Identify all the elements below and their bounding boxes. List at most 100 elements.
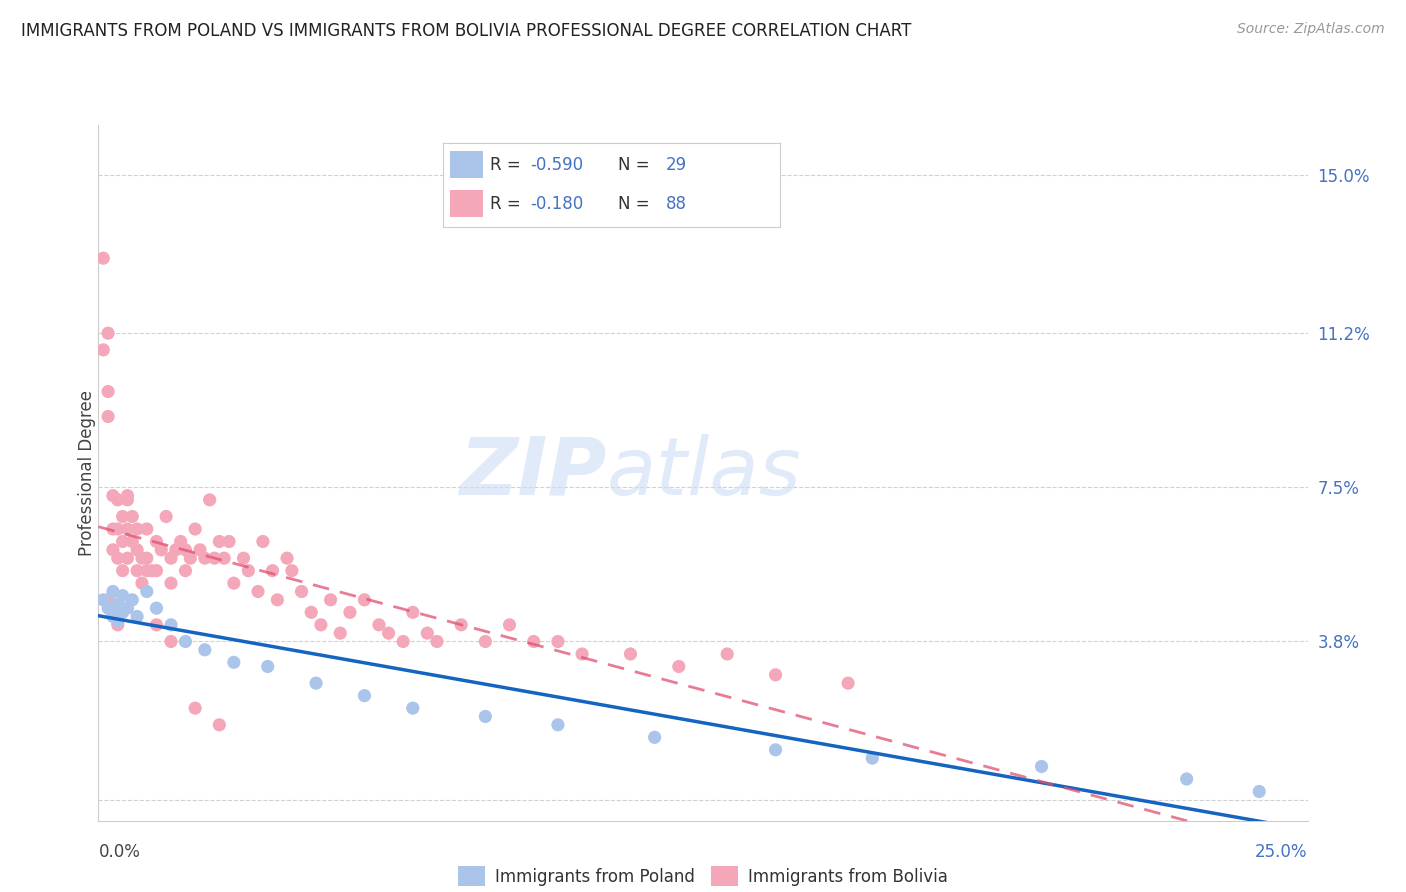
Point: [212, 551, 235, 566]
Point: [392, 634, 415, 648]
Text: 0.0%: 0.0%: [98, 843, 141, 861]
Point: [97, 326, 120, 341]
Point: [107, 492, 129, 507]
Point: [547, 634, 569, 648]
Text: R =: R =: [491, 194, 526, 212]
Point: [1249, 784, 1271, 798]
Point: [145, 617, 167, 632]
Point: [222, 576, 245, 591]
Point: [523, 634, 546, 648]
Point: [402, 605, 425, 619]
Text: ZIP: ZIP: [458, 434, 606, 512]
Point: [247, 584, 270, 599]
Point: [107, 522, 129, 536]
Point: [309, 617, 332, 632]
Point: [91, 592, 114, 607]
Point: [127, 609, 149, 624]
Point: [765, 668, 787, 682]
Point: [101, 584, 124, 599]
Point: [238, 564, 260, 578]
Point: [160, 576, 183, 591]
Text: 25.0%: 25.0%: [1256, 843, 1308, 861]
Point: [1175, 772, 1198, 786]
Point: [127, 522, 149, 536]
Point: [91, 251, 114, 265]
Point: [547, 718, 569, 732]
Point: [135, 564, 157, 578]
Point: [860, 751, 883, 765]
Point: [194, 551, 217, 566]
Point: [402, 701, 425, 715]
Point: [121, 509, 143, 524]
Point: [644, 731, 666, 745]
Point: [135, 551, 157, 566]
Point: [204, 551, 226, 566]
Text: -0.180: -0.180: [530, 194, 583, 212]
Point: [97, 384, 120, 399]
Point: [368, 617, 391, 632]
Point: [266, 592, 288, 607]
Point: [218, 534, 240, 549]
Point: [101, 605, 124, 619]
Point: [97, 409, 120, 424]
Point: [184, 522, 207, 536]
Point: [117, 551, 139, 566]
Point: [290, 584, 312, 599]
Point: [117, 601, 139, 615]
Point: [498, 617, 520, 632]
Bar: [450, 152, 484, 178]
Point: [121, 534, 143, 549]
Point: [188, 542, 211, 557]
Point: [145, 534, 167, 549]
Point: [127, 542, 149, 557]
Point: [160, 551, 183, 566]
Y-axis label: Professional Degree: Professional Degree: [79, 390, 96, 556]
Text: N =: N =: [619, 156, 655, 174]
Point: [198, 492, 221, 507]
Point: [145, 564, 167, 578]
Point: [426, 634, 449, 648]
Text: atlas: atlas: [606, 434, 801, 512]
Point: [377, 626, 399, 640]
Text: Source: ZipAtlas.com: Source: ZipAtlas.com: [1237, 22, 1385, 37]
Point: [111, 509, 134, 524]
Point: [101, 522, 124, 536]
Point: [765, 743, 787, 757]
Point: [194, 643, 217, 657]
Point: [299, 605, 322, 619]
Point: [101, 609, 124, 624]
Point: [184, 701, 207, 715]
Bar: [450, 190, 484, 218]
Point: [117, 489, 139, 503]
Point: [474, 634, 496, 648]
Point: [276, 551, 298, 566]
Point: [107, 597, 129, 611]
Point: [256, 659, 278, 673]
Point: [111, 534, 134, 549]
Point: [174, 542, 197, 557]
Text: 88: 88: [665, 194, 686, 212]
Point: [107, 614, 129, 628]
Point: [353, 592, 375, 607]
Point: [101, 489, 124, 503]
Point: [135, 584, 157, 599]
Point: [141, 564, 163, 578]
Point: [716, 647, 738, 661]
Point: [619, 647, 641, 661]
Point: [107, 551, 129, 566]
Point: [339, 605, 361, 619]
Point: [281, 564, 304, 578]
Text: 29: 29: [665, 156, 686, 174]
Point: [131, 576, 153, 591]
Point: [135, 522, 157, 536]
Point: [416, 626, 439, 640]
Point: [111, 605, 134, 619]
Point: [305, 676, 328, 690]
Point: [117, 492, 139, 507]
Point: [117, 522, 139, 536]
Text: IMMIGRANTS FROM POLAND VS IMMIGRANTS FROM BOLIVIA PROFESSIONAL DEGREE CORRELATIO: IMMIGRANTS FROM POLAND VS IMMIGRANTS FRO…: [21, 22, 911, 40]
Point: [160, 634, 183, 648]
Point: [97, 592, 120, 607]
Point: [1031, 759, 1053, 773]
Point: [474, 709, 496, 723]
